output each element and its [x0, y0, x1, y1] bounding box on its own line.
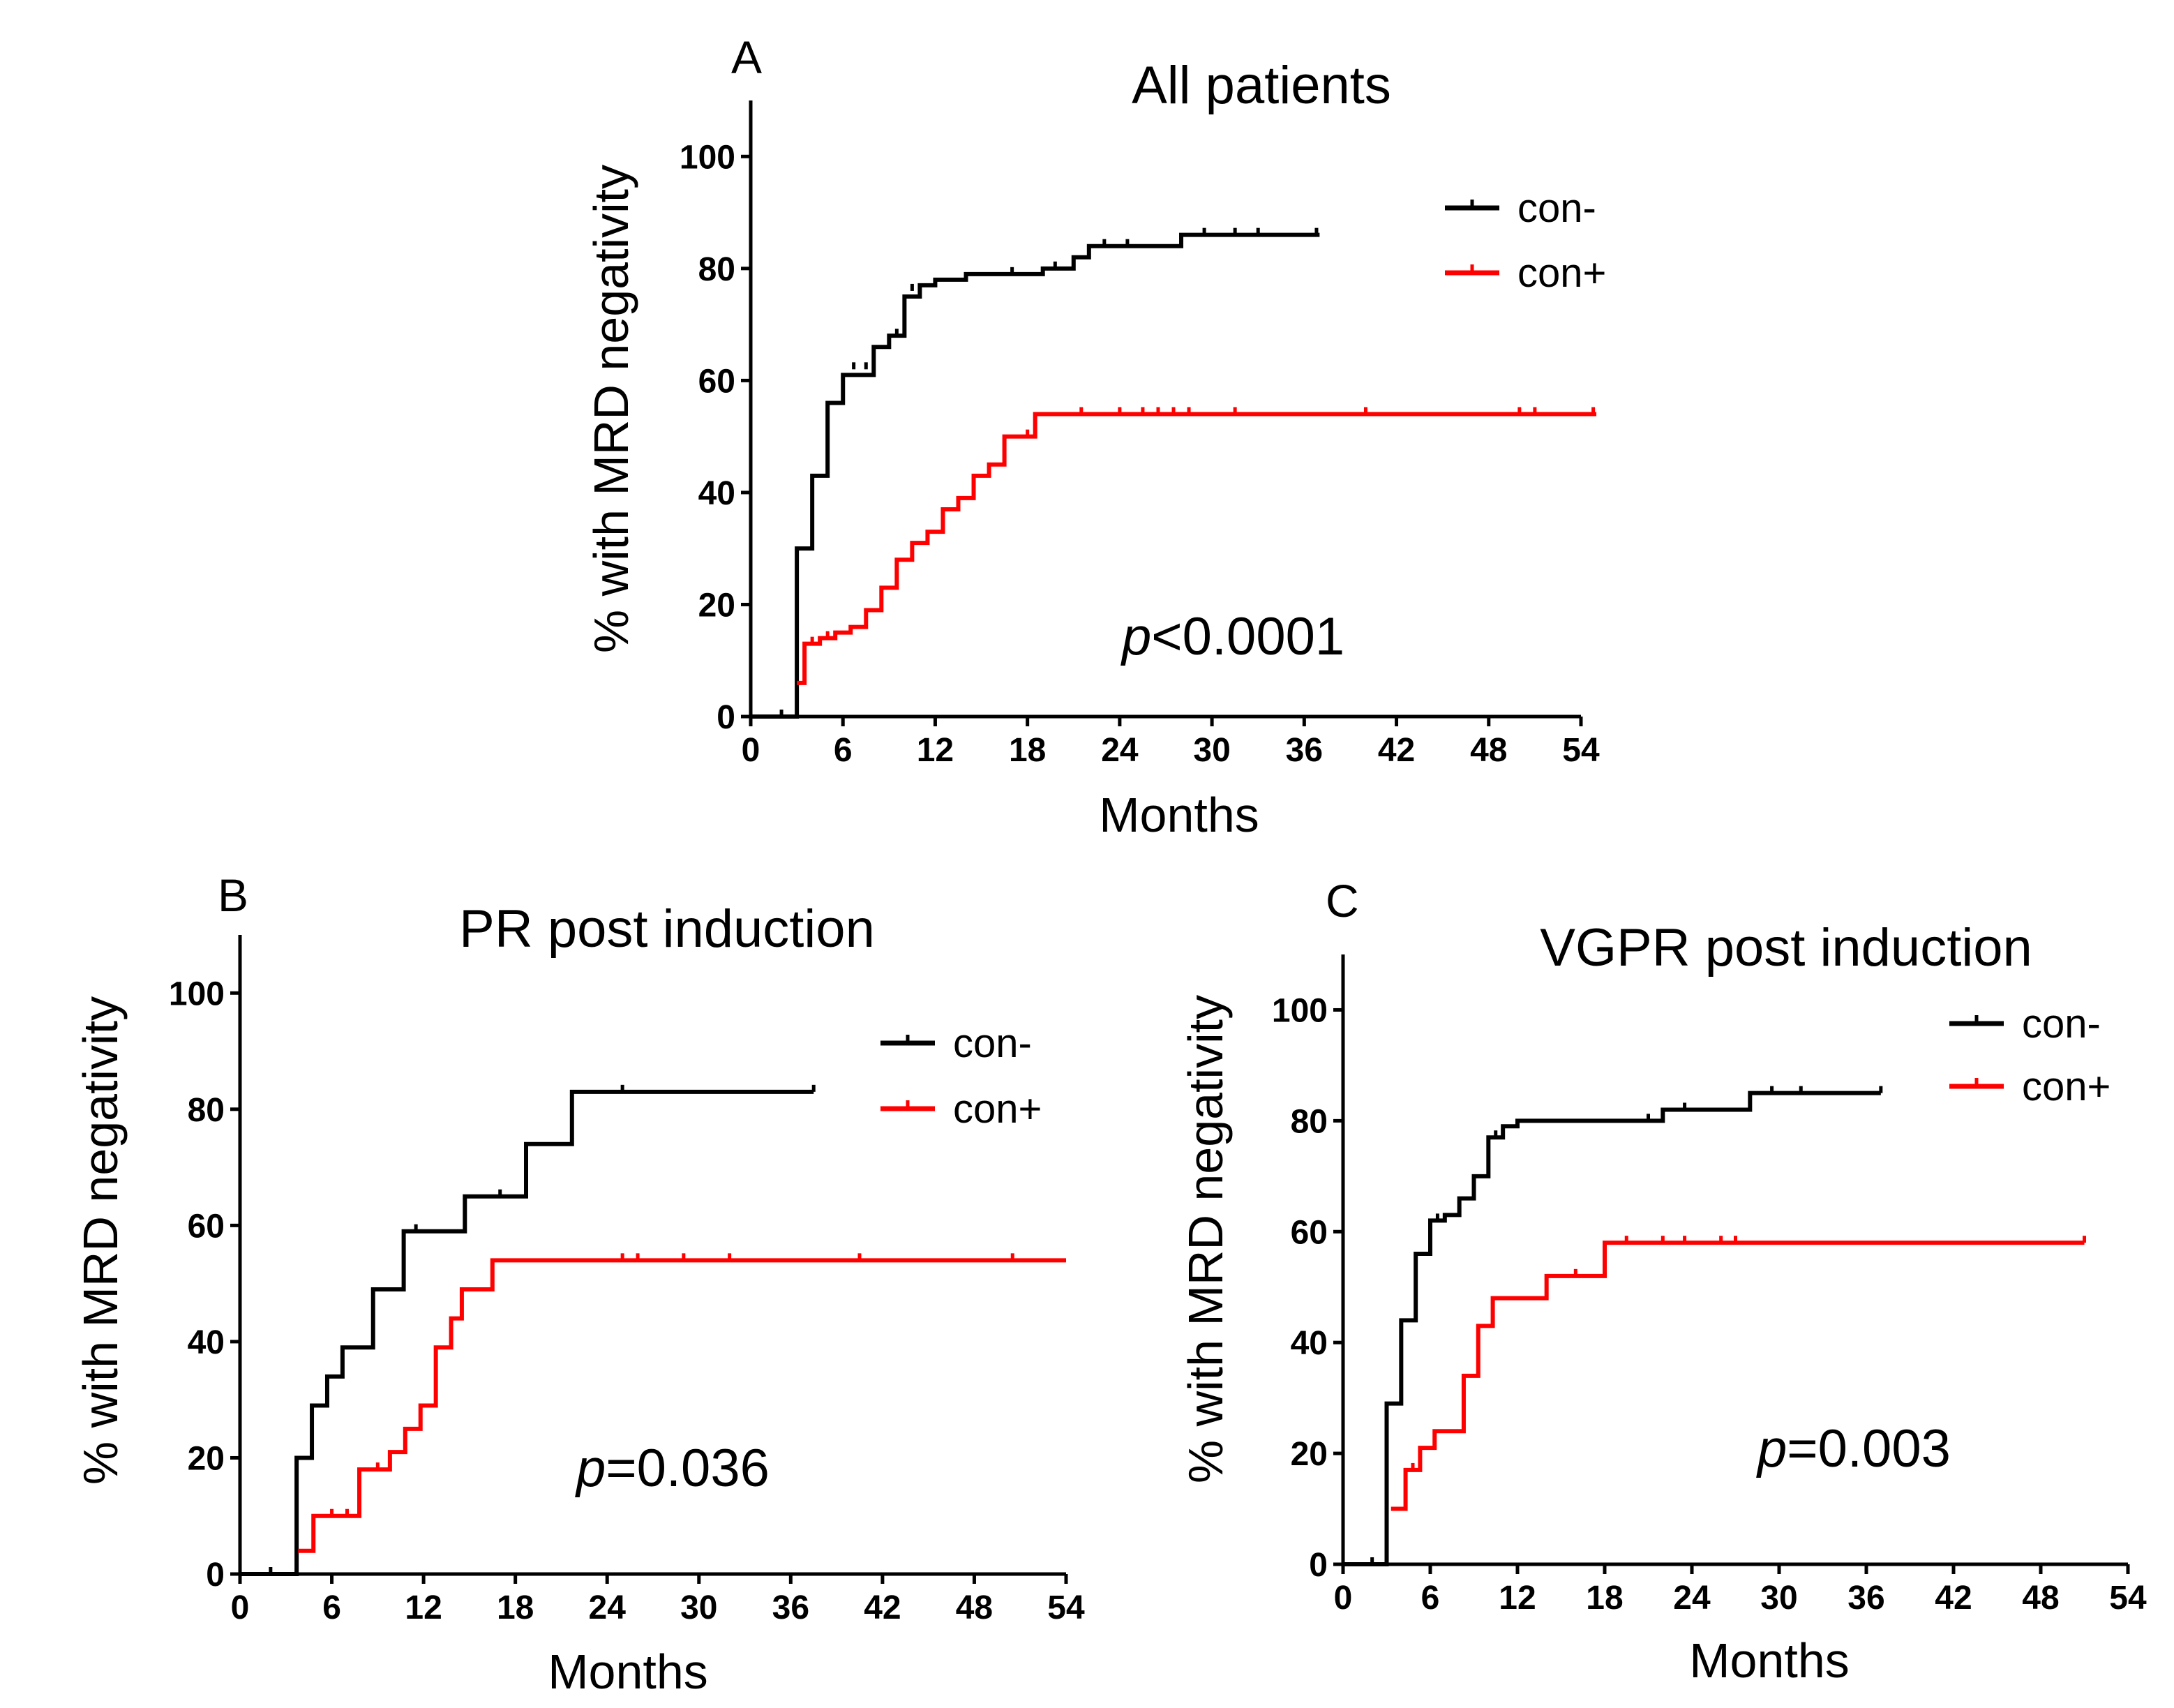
km-curve	[298, 1258, 1066, 1553]
y-tick-label: 80	[188, 1092, 225, 1129]
x-tick-label: 36	[772, 1589, 809, 1626]
y-tick-label: 100	[169, 975, 225, 1012]
x-tick-label: 42	[1935, 1580, 1972, 1617]
y-tick-label: 80	[698, 251, 735, 288]
legend-label: con+	[953, 1086, 1042, 1132]
series-con-	[240, 1084, 816, 1576]
legend-item: con-	[1949, 1001, 2101, 1047]
panel-a: 0 6 12 18 24 30 36 42 48 54 0 20 40 60 80 100 A All patie…	[584, 31, 1606, 842]
x-axis-title: Months	[548, 1645, 708, 1699]
x-axis-title: Months	[1099, 788, 1259, 842]
x-tick-label: 0	[1334, 1580, 1353, 1617]
x-tick-label: 42	[1378, 732, 1415, 769]
legend-item: con+	[1445, 250, 1606, 296]
chart-title: VGPR post induction	[1540, 918, 2032, 977]
y-axis-title: % with MRD negativity	[1178, 995, 1233, 1483]
km-curve	[1343, 1091, 1881, 1566]
legend-label: con-	[1517, 186, 1596, 231]
legend-item: con+	[880, 1086, 1042, 1132]
legend-item: con-	[880, 1021, 1032, 1066]
x-tick-label: 18	[497, 1589, 534, 1626]
legend-label: con-	[2022, 1001, 2101, 1047]
km-curve	[240, 1089, 814, 1576]
x-tick-label: 30	[680, 1589, 717, 1626]
y-tick-label: 20	[1291, 1436, 1328, 1473]
x-tick-label: 48	[956, 1589, 993, 1626]
chart-title: All patients	[1132, 56, 1391, 115]
x-tick-label: 30	[1193, 732, 1230, 769]
km-curve	[751, 232, 1320, 719]
x-tick-label: 42	[864, 1589, 901, 1626]
x-tick-label: 30	[1760, 1580, 1797, 1617]
y-tick-label: 0	[1309, 1547, 1328, 1584]
x-tick-label: 54	[1047, 1589, 1085, 1626]
x-tick-label: 6	[322, 1589, 341, 1626]
p-value-text: =0.003	[1787, 1419, 1951, 1478]
panel-letter: B	[218, 869, 248, 921]
km-curve	[797, 412, 1597, 685]
y-tick-label: 0	[206, 1557, 225, 1594]
p-value-symbol: p	[575, 1439, 606, 1498]
y-axis-title: % with MRD negativity	[73, 996, 128, 1485]
chart-title: PR post induction	[459, 899, 875, 959]
y-tick-label: 80	[1291, 1103, 1328, 1140]
x-tick-label: 0	[231, 1589, 250, 1626]
legend-item: con-	[1445, 186, 1596, 231]
series-con-	[1343, 1086, 1883, 1566]
p-value-text: <0.0001	[1151, 607, 1344, 666]
y-tick-label: 40	[698, 475, 735, 512]
x-tick-label: 54	[2109, 1580, 2147, 1617]
y-tick-label: 60	[1291, 1214, 1328, 1251]
x-tick-label: 6	[834, 732, 853, 769]
y-tick-label: 100	[1272, 992, 1328, 1029]
p-value-annotation: p<0.0001	[1120, 607, 1344, 666]
panel-letter: C	[1326, 875, 1359, 927]
p-value-symbol: p	[1120, 607, 1151, 666]
legend-label: con-	[953, 1021, 1032, 1066]
y-tick-label: 60	[188, 1208, 225, 1245]
x-tick-label: 18	[1009, 732, 1046, 769]
x-tick-label: 24	[589, 1589, 627, 1626]
x-tick-label: 12	[1499, 1580, 1536, 1617]
legend-item: con+	[1949, 1064, 2111, 1109]
p-value-annotation: p=0.003	[1756, 1419, 1951, 1478]
x-tick-label: 12	[917, 732, 954, 769]
y-tick-label: 0	[717, 699, 735, 736]
x-tick-label: 48	[1470, 732, 1507, 769]
panel-c: 0 6 12 18 24 30 36 42 48 54 0 20 40 60 80 100 C VGPR post…	[1178, 875, 2147, 1688]
x-tick-label: 12	[405, 1589, 442, 1626]
series-con+	[797, 407, 1597, 685]
km-curve	[1390, 1241, 2085, 1511]
x-tick-label: 36	[1286, 732, 1323, 769]
y-tick-label: 40	[1291, 1325, 1328, 1362]
x-tick-label: 54	[1562, 732, 1600, 769]
panel-b: 0 6 12 18 24 30 36 42 48 54 0 20 40 60 80 100 B PR post i…	[73, 869, 1085, 1699]
x-tick-label: 24	[1101, 732, 1139, 769]
legend-label: con+	[1517, 250, 1606, 296]
y-tick-label: 20	[698, 587, 735, 624]
panel-letter: A	[731, 31, 762, 83]
p-value-symbol: p	[1756, 1419, 1787, 1478]
x-tick-label: 6	[1421, 1580, 1440, 1617]
y-tick-label: 100	[680, 139, 735, 176]
y-axis-title: % with MRD negativity	[584, 165, 638, 653]
axis-lines	[1341, 954, 2128, 1566]
y-tick-label: 40	[188, 1324, 225, 1361]
p-value-text: =0.036	[606, 1439, 770, 1498]
x-tick-label: 36	[1847, 1580, 1884, 1617]
x-tick-label: 24	[1673, 1580, 1711, 1617]
x-axis-title: Months	[1689, 1633, 1850, 1688]
x-tick-label: 48	[2022, 1580, 2059, 1617]
legend-label: con+	[2022, 1064, 2111, 1109]
series-con-	[751, 227, 1320, 719]
series-con+	[298, 1253, 1066, 1553]
y-tick-label: 60	[698, 363, 735, 400]
series-con+	[1390, 1236, 2086, 1511]
x-tick-label: 0	[742, 732, 760, 769]
x-tick-label: 18	[1586, 1580, 1623, 1617]
y-tick-label: 20	[188, 1440, 225, 1477]
p-value-annotation: p=0.036	[575, 1439, 770, 1498]
